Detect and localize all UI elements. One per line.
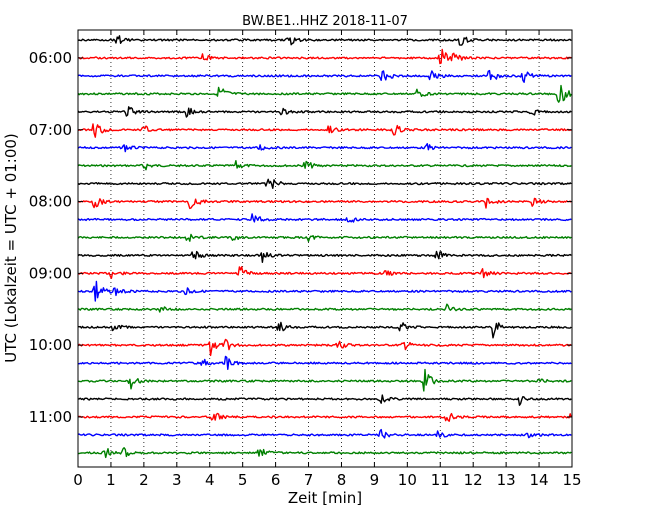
- trace-0730: [77, 159, 572, 171]
- trace-0945: [77, 321, 572, 339]
- x-tick-label: 15: [562, 471, 581, 489]
- y-axis-label: UTC (Lokalzeit = UTC + 01:00): [2, 133, 20, 363]
- x-tick-label: 3: [172, 471, 182, 489]
- trace-0545: [77, 35, 572, 46]
- x-tick-label: 1: [106, 471, 116, 489]
- x-tick-label: 7: [304, 471, 314, 489]
- x-axis-label: Zeit [min]: [288, 489, 362, 507]
- trace-0800: [77, 197, 572, 210]
- trace-0930: [77, 303, 572, 313]
- trace-0845: [77, 250, 572, 263]
- trace-group: [77, 35, 572, 459]
- y-tick-label: 07:00: [29, 121, 72, 139]
- trace-0645: [77, 106, 572, 118]
- x-tick-label: 11: [431, 471, 450, 489]
- y-tick-label: 11:00: [29, 408, 72, 426]
- trace-1030: [77, 368, 572, 392]
- y-tick-label: 10:00: [29, 336, 72, 354]
- y-tick-label: 09:00: [29, 264, 72, 282]
- trace-0700: [77, 123, 572, 138]
- trace-0600: [77, 48, 572, 65]
- trace-1100: [78, 412, 572, 422]
- chart-title: BW.BE1..HHZ 2018-11-07: [242, 14, 408, 29]
- x-tick-label: 4: [205, 471, 215, 489]
- x-axis: 0 1 2 3 4 5 6 7 8 9 10 11 12 13 14 15: [73, 30, 582, 489]
- trace-0745: [77, 178, 572, 190]
- trace-1130: [77, 447, 572, 459]
- x-tick-label: 6: [271, 471, 281, 489]
- x-tick-label: 13: [497, 471, 516, 489]
- x-tick-label: 10: [398, 471, 417, 489]
- x-tick-label: 9: [370, 471, 380, 489]
- y-axis: 06:00 07:00 08:00 09:00 10:00 11:00: [29, 49, 572, 426]
- trace-0615: [77, 69, 572, 84]
- trace-1045: [78, 394, 572, 406]
- x-tick-label: 8: [337, 471, 347, 489]
- grid-lines: [110, 30, 540, 467]
- trace-1115: [77, 428, 572, 439]
- trace-0815: [77, 213, 572, 223]
- trace-0830: [77, 233, 572, 243]
- x-tick-label: 12: [464, 471, 483, 489]
- trace-1015: [77, 355, 572, 370]
- x-tick-label: 2: [139, 471, 149, 489]
- trace-0715: [77, 142, 572, 153]
- y-tick-label: 08:00: [29, 193, 72, 211]
- plot-frame: [77, 29, 573, 468]
- x-tick-label: 5: [238, 471, 248, 489]
- y-tick-label: 06:00: [29, 49, 72, 67]
- x-tick-label: 0: [73, 471, 83, 489]
- trace-1000: [77, 338, 572, 357]
- x-tick-label: 14: [530, 471, 549, 489]
- trace-0915: [77, 280, 572, 302]
- trace-0900: [77, 266, 572, 279]
- trace-0630: [77, 84, 572, 103]
